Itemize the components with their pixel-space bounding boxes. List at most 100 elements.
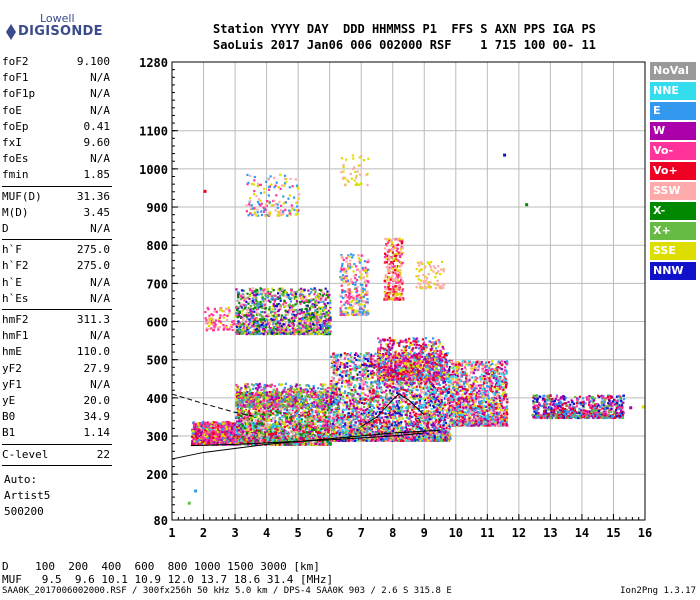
echo-point	[242, 428, 245, 431]
echo-point	[210, 438, 213, 441]
echo-point	[327, 424, 331, 427]
echo-point	[235, 416, 238, 419]
echo-point	[203, 424, 206, 427]
echo-point	[216, 442, 219, 445]
echo-point	[287, 395, 290, 398]
echo-point	[219, 441, 222, 444]
echo-point	[253, 438, 256, 441]
echo-point	[414, 395, 417, 398]
echo-point	[321, 400, 324, 403]
echo-point	[312, 427, 315, 430]
echo-point	[274, 402, 277, 405]
echo-point	[197, 431, 200, 434]
echo-point	[446, 369, 449, 372]
echo-point	[330, 380, 333, 383]
echo-point	[261, 394, 264, 397]
echo-point	[212, 421, 215, 424]
echo-point	[226, 430, 229, 433]
echo-point	[268, 417, 271, 420]
echo-point	[341, 379, 344, 382]
echo-point	[268, 400, 271, 403]
echo-point	[363, 430, 366, 433]
param-separator	[2, 309, 112, 310]
echo-point	[202, 440, 205, 444]
echo-point	[378, 403, 381, 406]
echo-point	[203, 421, 206, 424]
echo-point	[273, 425, 276, 428]
echo-point	[264, 425, 267, 428]
echo-point	[284, 390, 287, 393]
echo-point	[238, 414, 241, 417]
echo-point	[249, 389, 252, 392]
echo-point	[246, 441, 249, 444]
echo-point	[311, 405, 314, 408]
echo-point	[235, 393, 238, 396]
echo-point	[335, 381, 338, 384]
echo-point	[381, 399, 384, 402]
echo-point	[278, 401, 281, 404]
echo-point	[272, 439, 275, 442]
echo-point	[258, 437, 261, 440]
echo-point	[288, 394, 291, 397]
echo-point	[304, 435, 307, 438]
echo-point	[311, 412, 314, 415]
echo-point	[311, 442, 314, 445]
echo-point	[420, 414, 423, 417]
echo-point	[262, 433, 265, 436]
echo-point	[253, 435, 256, 438]
echo-point	[239, 418, 242, 421]
echo-point	[302, 430, 305, 433]
echo-point	[269, 437, 272, 440]
param-value: 20.0	[83, 394, 111, 407]
echo-point	[245, 422, 248, 426]
echo-point	[306, 418, 309, 421]
echo-point	[410, 429, 413, 432]
legend-item-e: E	[650, 102, 696, 120]
echo-point	[285, 412, 288, 415]
echo-point	[252, 443, 255, 446]
echo-point	[338, 367, 341, 370]
echo-point	[445, 379, 448, 383]
echo-point	[272, 412, 275, 415]
echo-point	[228, 421, 231, 424]
echo-point	[229, 439, 232, 442]
echo-point	[308, 423, 311, 426]
echo-point	[321, 443, 324, 446]
echo-point	[225, 428, 228, 431]
echo-point	[300, 443, 304, 446]
echo-point	[327, 436, 330, 440]
echo-point	[260, 388, 263, 392]
echo-point	[308, 435, 311, 438]
echo-point	[294, 403, 297, 407]
param-separator	[2, 239, 112, 241]
echo-point	[272, 407, 275, 410]
echo-point	[312, 387, 315, 390]
echo-point	[431, 420, 434, 423]
echo-point	[318, 440, 322, 443]
echo-point	[286, 398, 289, 401]
echo-point	[280, 435, 284, 438]
echo-point	[200, 430, 203, 433]
echo-point	[279, 420, 282, 423]
echo-point	[259, 410, 262, 414]
echo-point	[321, 384, 324, 388]
echo-point	[314, 395, 317, 398]
echo-point	[287, 392, 290, 395]
echo-point	[252, 395, 255, 398]
echo-point	[211, 421, 214, 424]
echo-point	[354, 414, 357, 417]
echo-point	[257, 427, 260, 430]
echo-point	[284, 436, 287, 439]
echo-point	[297, 409, 300, 412]
echo-point	[363, 356, 366, 359]
echo-point	[440, 423, 443, 426]
echo-point	[216, 422, 219, 425]
echo-point	[369, 385, 372, 389]
echo-point	[363, 362, 366, 365]
echo-point	[248, 401, 251, 404]
param-value: 31.36	[76, 189, 110, 203]
echo-point	[242, 391, 245, 394]
param-value: N/A	[90, 222, 110, 235]
echo-point	[285, 416, 289, 419]
echo-point	[430, 384, 433, 387]
